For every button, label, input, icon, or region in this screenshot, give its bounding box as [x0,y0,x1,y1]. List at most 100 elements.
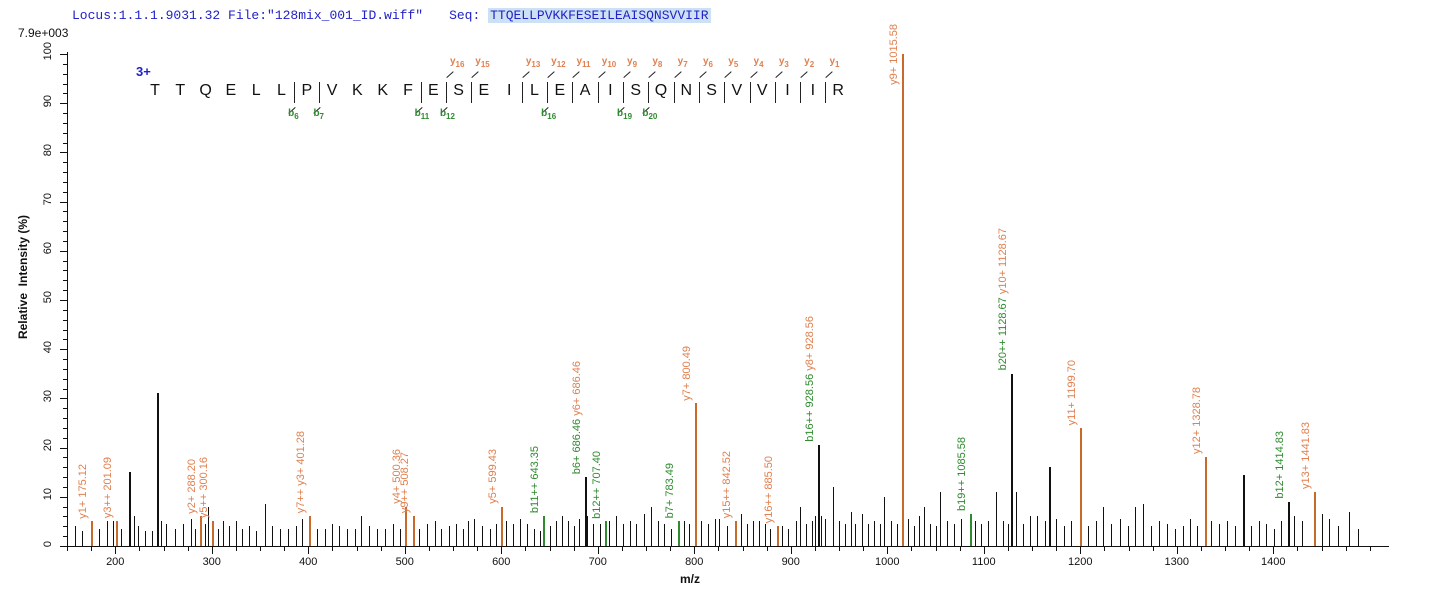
y-ion-label-text: y5++ 300.16 [197,457,210,519]
spectrum-peak [740,514,742,546]
x-major-tick [790,547,792,554]
spectrum-peak [873,521,875,546]
residue-letter: I [608,82,613,99]
peak-ion-label: y9+ 1015.58 [888,24,901,85]
spectrum-peak [940,491,942,546]
spectrum-peak [1087,526,1089,546]
spectrum-peak [1258,521,1260,546]
y-minor-tick [63,162,67,164]
x-minor-tick [1321,547,1323,551]
spectrum-peak [1007,523,1009,546]
spectrum-peak [644,514,646,546]
spectrum-peak [385,528,387,546]
y-minor-tick [63,477,67,479]
x-tick-label: 800 [685,556,704,568]
y-tick-label: 90 [42,94,54,107]
cleavage-marker [445,82,447,103]
spectrum-peak [121,528,123,546]
y-ion-number: 16 [455,60,465,69]
spectrum-peak [604,521,607,546]
spectrum-peak [616,516,618,546]
peak-ion-label: y3++ 201.09 [102,457,115,518]
b-ion-label-text: b7+ 783.49 [664,463,677,519]
y-minor-tick [63,516,67,518]
residue-letter: T [175,82,186,99]
spectrum-peak [1294,516,1296,546]
spectrum-peak [820,516,822,546]
x-tick-label: 500 [395,556,414,568]
peak-ion-label: b6+ 686.46 y6+ 686.46 [571,361,584,474]
spectrum-peak [1070,521,1072,546]
y-cleavage-diagonal [775,71,783,78]
spectrum-peak [519,518,521,546]
spectrum-peak [496,523,498,546]
residue-letter: Q [654,82,668,99]
spectrum-peak [441,528,443,546]
y-ion-tag: y6 [702,56,713,69]
residue-letter: E [427,82,439,99]
spectrum-peak [923,506,925,546]
spectrum-peak [211,521,214,546]
y-minor-tick [63,408,67,410]
spectrum-peak [512,523,514,546]
peak-ion-label: y12+ 1328.78 [1191,387,1204,454]
spectrum-peak [287,528,289,546]
x-minor-tick [380,547,382,551]
spectrum-peak [787,528,789,546]
spectrum-peak [98,528,100,546]
spectrum-peak [1190,518,1192,546]
y-cleavage-diagonal [471,71,479,78]
y-minor-tick [63,339,67,341]
spectrum-peak [256,531,258,546]
spectrum-peak [295,526,297,546]
x-major-tick [694,547,696,554]
x-minor-tick [863,547,865,551]
spectrum-peak [412,516,415,546]
spectrum-peak [818,445,821,546]
b-ion-tag: b7 [313,108,324,121]
cleavage-marker [420,82,422,103]
x-tick-label: 1400 [1261,556,1286,568]
x-tick-label: 1100 [971,556,996,568]
spectrum-peak [182,523,184,546]
spectrum-peak [657,521,659,546]
x-minor-tick [163,547,165,551]
y-ion-number: 1 [835,60,840,69]
spectrum-peak [867,523,869,546]
spectrum-peak [839,521,840,546]
y-minor-tick [63,191,67,193]
spectrum-peak [82,531,84,546]
peak-ion-label: y5+ 599.43 [487,449,500,504]
spectrum-peak [975,521,977,546]
residue-letter: I [810,82,816,99]
y-tick-label: 50 [42,291,54,304]
y-cleavage-diagonal [724,71,732,78]
spectrum-peak [935,526,937,546]
residue-letter: I [506,82,512,99]
spectrum-peak [1159,521,1161,546]
spectrum-peak [776,526,779,546]
x-minor-tick [284,547,286,551]
spectrum-peak [671,528,673,546]
residue-letter: S [630,82,642,99]
x-minor-tick [332,547,334,551]
spectrum-peak [1337,526,1339,546]
spectrum-peak [1023,523,1025,546]
y-cleavage-diagonal [572,71,581,78]
y-ion-label-text: y12+ 1328.78 [1190,387,1203,455]
spectrum-peak [573,526,575,546]
spectrum-peak [800,506,802,546]
b-ion-tag: b12 [439,108,455,121]
y-cleavage-diagonal [699,71,707,78]
y-ion-label-text: y8+ 928.56 [804,316,817,375]
spectrum-peak [1274,528,1276,546]
spectrum-peak [795,521,797,546]
x-major-tick [308,547,310,554]
spectrum-peak [369,526,371,546]
peak-ion-label: b16++ 928.56 y8+ 928.56 [804,316,817,442]
cleavage-marker [749,82,751,103]
x-minor-tick [260,547,261,551]
x-minor-tick [1297,547,1299,551]
x-minor-tick [911,547,913,551]
y-cleavage-diagonal [648,71,657,78]
